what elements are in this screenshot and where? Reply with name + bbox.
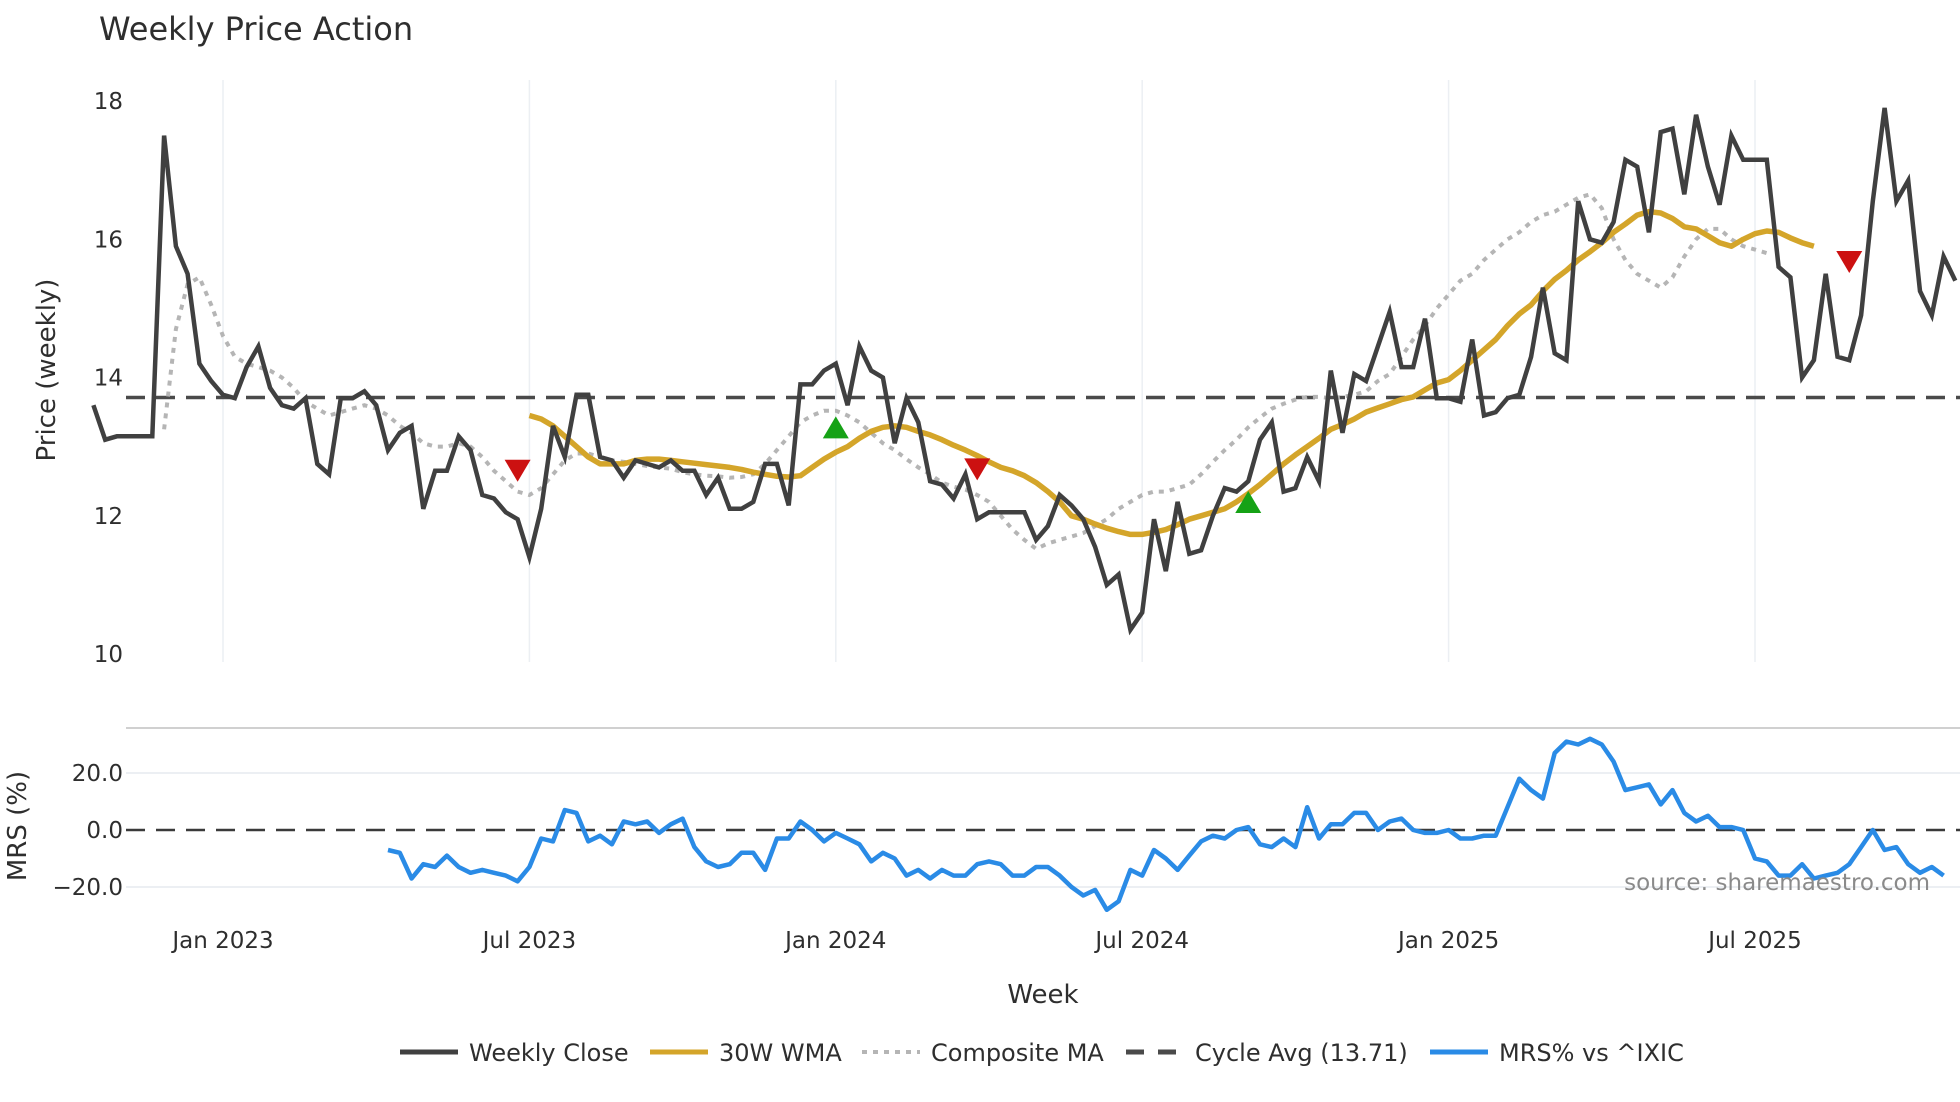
legend-label-mrs: MRS% vs ^IXIC bbox=[1499, 1039, 1684, 1067]
buy-signal-marker bbox=[822, 416, 849, 439]
mrs-line bbox=[387, 736, 1945, 913]
sell-signal-marker bbox=[504, 459, 531, 482]
mrs-y-tick: −20.0 bbox=[53, 875, 123, 901]
price-y-ticks: 10 12 14 16 18 bbox=[94, 89, 123, 668]
legend-label-wma: 30W WMA bbox=[719, 1039, 842, 1067]
x-tick-label: Jan 2024 bbox=[783, 928, 886, 954]
composite-ma-line bbox=[162, 192, 1768, 552]
price-y-tick: 18 bbox=[94, 89, 123, 115]
sell-signal-marker bbox=[1836, 250, 1863, 273]
mrs-y-tick: 20.0 bbox=[72, 761, 123, 787]
price-y-tick: 12 bbox=[94, 504, 123, 530]
mrs-panel-grid bbox=[126, 772, 1960, 888]
chart-title: Weekly Price Action bbox=[99, 10, 413, 48]
mrs-y-tick: 0.0 bbox=[86, 818, 123, 844]
mrs-y-axis-label: MRS (%) bbox=[3, 771, 33, 881]
mrs-y-ticks: −20.0 0.0 20.0 bbox=[53, 761, 123, 901]
x-tick-label: Jan 2025 bbox=[1396, 928, 1499, 954]
buy-signal-marker bbox=[1235, 490, 1262, 513]
price-y-tick: 10 bbox=[94, 642, 123, 668]
x-tick-label: Jan 2023 bbox=[170, 928, 273, 954]
x-axis-ticks: Jan 2023 Jul 2023 Jan 2024 Jul 2024 Jan 2025… bbox=[170, 928, 1801, 954]
x-axis-label: Week bbox=[1007, 980, 1078, 1010]
source-note: source: sharemaestro.com bbox=[1624, 870, 1930, 896]
weekly-close-line bbox=[91, 107, 1958, 636]
x-tick-label: Jul 2023 bbox=[481, 928, 577, 954]
x-tick-label: Jul 2024 bbox=[1093, 928, 1189, 954]
legend-label-cycle-avg: Cycle Avg (13.71) bbox=[1195, 1039, 1408, 1067]
legend-label-weekly-close: Weekly Close bbox=[469, 1039, 629, 1067]
price-y-tick: 14 bbox=[94, 366, 123, 392]
signal-markers bbox=[504, 250, 1863, 513]
price-y-axis-label: Price (weekly) bbox=[32, 279, 62, 462]
legend: Weekly Close 30W WMA Composite MA Cycle Avg… bbox=[400, 1039, 1684, 1067]
sell-signal-marker bbox=[964, 458, 991, 481]
price-y-tick: 16 bbox=[94, 227, 123, 253]
x-tick-label: Jul 2025 bbox=[1706, 928, 1802, 954]
legend-label-composite: Composite MA bbox=[931, 1039, 1104, 1067]
